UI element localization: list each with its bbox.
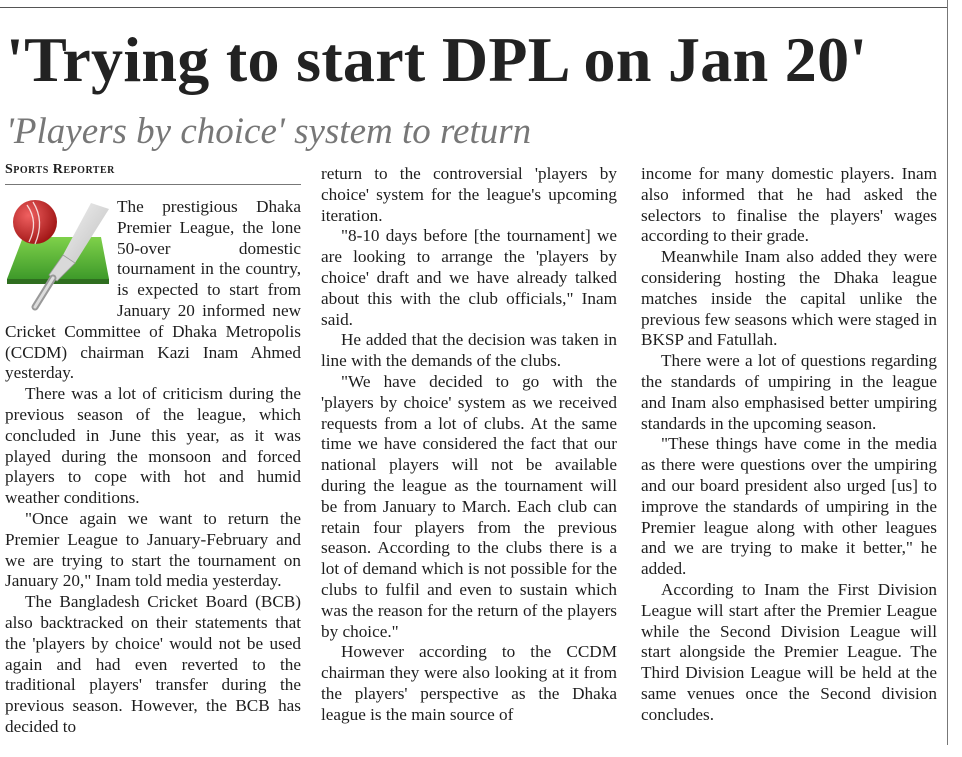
cricket-ball-and-bat-icon: [7, 200, 109, 311]
paragraph: "These things have come in the media as …: [641, 434, 937, 579]
article-column-2: return to the controversial 'players by …: [321, 164, 617, 726]
paragraph: "We have decided to go with the 'players…: [321, 371, 617, 641]
column-rule: [947, 0, 948, 745]
paragraph: There were a lot of questions regarding …: [641, 351, 937, 433]
paragraph: He added that the decision was taken in …: [321, 330, 617, 371]
article-column-1: Sports Reporter The prestigious Dhaka Pr…: [5, 161, 301, 738]
paragraph: The Bangladesh Cricket Board (BCB) also …: [5, 592, 301, 736]
paragraph: The prestigious Dhaka Premier League, th…: [5, 197, 301, 383]
top-rule: [0, 7, 947, 8]
paragraph: Meanwhile Inam also added they were cons…: [641, 247, 937, 350]
paragraph: However according to the CCDM chairman t…: [321, 642, 617, 724]
paragraph: "8-10 days before [the tournament] we ar…: [321, 226, 617, 329]
paragraph: return to the controversial 'players by …: [321, 164, 617, 225]
headline: 'Trying to start DPL on Jan 20': [6, 24, 868, 95]
paragraph: There was a lot of criticism during the …: [5, 384, 301, 508]
subheadline: 'Players by choice' system to return: [6, 111, 532, 152]
article-column-3: income for many domestic players. Inam a…: [641, 164, 937, 726]
byline: Sports Reporter: [5, 161, 301, 185]
paragraph: income for many domestic players. Inam a…: [641, 164, 937, 246]
paragraph: According to Inam the First Division Lea…: [641, 579, 937, 724]
paragraph: "Once again we want to return the Premie…: [5, 508, 301, 591]
